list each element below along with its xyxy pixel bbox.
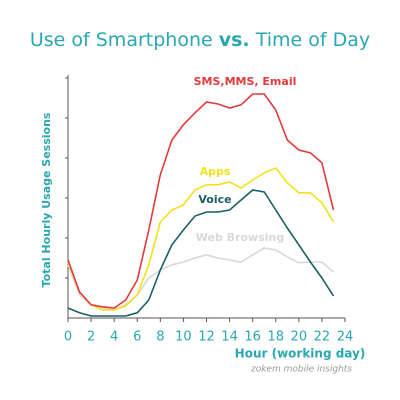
series-label: Voice bbox=[198, 193, 231, 206]
x-tick-label: 8 bbox=[156, 330, 164, 345]
x-tick-label: 18 bbox=[267, 330, 284, 345]
series-line bbox=[67, 247, 335, 311]
series-line bbox=[67, 189, 335, 317]
x-tick-label: 14 bbox=[221, 330, 238, 345]
title-part: vs. bbox=[219, 29, 250, 51]
series-line bbox=[67, 93, 335, 309]
x-tick-label: 22 bbox=[314, 330, 331, 345]
x-tick-label: 10 bbox=[175, 330, 192, 345]
x-tick-label: 0 bbox=[64, 330, 72, 345]
series-label: Apps bbox=[200, 165, 231, 178]
x-tick-label: 6 bbox=[133, 330, 141, 345]
x-tick-label: 2 bbox=[87, 330, 95, 345]
series-label: Web Browsing bbox=[196, 231, 284, 244]
source: zokem mobile insights bbox=[250, 365, 352, 375]
title-part: Use of Smartphone bbox=[30, 29, 213, 51]
x-tick-label: 24 bbox=[337, 330, 354, 345]
series-label: SMS,MMS, Email bbox=[194, 75, 297, 88]
y-axis-label: Total Hourly Usage Sessions bbox=[40, 112, 53, 287]
chart-title: Use of Smartphone vs. Time of Day bbox=[30, 29, 370, 51]
series-line bbox=[67, 167, 335, 311]
x-axis-label: Hour (working day) bbox=[235, 347, 366, 361]
x-tick-label: 20 bbox=[291, 330, 308, 345]
x-tick-label: 4 bbox=[110, 330, 118, 345]
title-part: Time of Day bbox=[255, 29, 370, 51]
x-tick-label: 12 bbox=[198, 330, 215, 345]
x-tick-label: 16 bbox=[244, 330, 261, 345]
